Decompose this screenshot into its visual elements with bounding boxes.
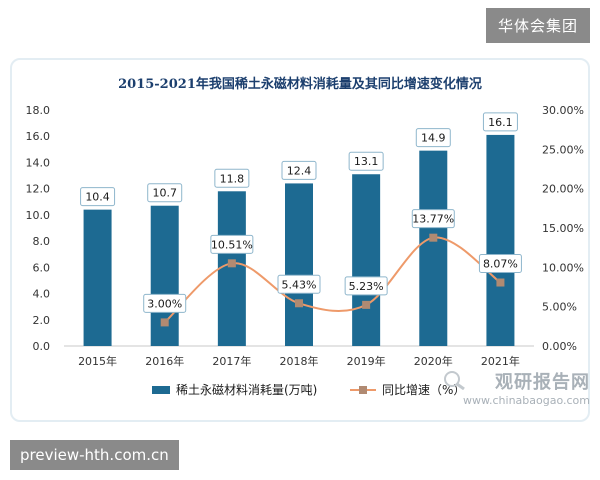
line-label-box [344, 276, 388, 296]
bar [285, 183, 313, 346]
y-right-tick-label: 10.00% [542, 261, 584, 274]
bar-label-box [482, 112, 518, 132]
bar [352, 174, 381, 346]
y-left-tick-label: 16.0 [26, 130, 51, 143]
line-label-box [210, 234, 254, 254]
line-label-box [411, 209, 455, 229]
line-value-label: 8.07% [483, 258, 518, 271]
bar-value-label: 10.7 [152, 187, 177, 200]
bar-value-label: 14.9 [421, 132, 446, 145]
bar [486, 134, 515, 346]
bar-label-box [281, 160, 317, 180]
footer-badge: preview-hth.com.cn [10, 440, 179, 470]
bar-value-label: 16.1 [488, 116, 513, 129]
x-tick-label: 2017年 [212, 354, 251, 368]
x-tick-label: 2016年 [145, 354, 184, 368]
line-label-box [277, 274, 321, 294]
bar-value-label: 12.4 [287, 164, 312, 177]
bar [83, 209, 112, 346]
combo-chart: 2015-2021年我国稀土永磁材料消耗量及其同比增速变化情况 0.0 2.0 4.0… [26, 76, 584, 397]
line-value-label: 3.00% [147, 297, 182, 310]
x-tick-label: 2021年 [481, 354, 520, 368]
bar-label-box [80, 187, 116, 207]
watermark: 观研报告网 www.chinabaogao.com [440, 368, 590, 407]
y-right-tick-label: 20.00% [542, 183, 584, 196]
y-right-tick-label: 5.00% [542, 301, 577, 314]
bar [217, 191, 246, 346]
y-right-tick-label: 25.00% [542, 143, 584, 156]
legend-swatch-bar [152, 386, 170, 394]
line-value-label: 5.43% [282, 278, 317, 291]
y-left-tick-label: 12.0 [26, 183, 51, 196]
legend-marker-sample [359, 386, 367, 394]
x-tick-label: 2015年 [78, 354, 117, 368]
y-left-tick-label: 8.0 [33, 235, 51, 248]
line-value-label: 5.23% [349, 280, 384, 293]
y-left-tick-label: 18.0 [26, 104, 51, 117]
line-marker [362, 300, 371, 309]
legend-label-bar: 稀土永磁材料消耗量(万吨) [176, 382, 317, 397]
bar-label-box [214, 168, 250, 188]
watermark-title: 观研报告网 [495, 372, 590, 393]
header-badge: 华体会集团 [485, 8, 590, 43]
line-marker [496, 278, 505, 287]
line-label-box [143, 293, 187, 313]
legend-label-line: 同比增速（%） [382, 383, 465, 397]
bar-value-label: 10.4 [85, 191, 110, 204]
chart-frame: 2015-2021年我国稀土永磁材料消耗量及其同比增速变化情况 0.0 2.0 4.0… [10, 58, 590, 422]
line-marker [429, 233, 438, 242]
bar-label-box [348, 151, 384, 171]
y-right-tick-label: 0.00% [542, 340, 577, 353]
bar-label-box [415, 128, 451, 148]
x-tick-label: 2018年 [280, 354, 319, 368]
line-marker [160, 318, 169, 327]
growth-line [164, 236, 502, 324]
y-left-tick-label: 10.0 [26, 209, 51, 222]
chart-title: 2015-2021年我国稀土永磁材料消耗量及其同比增速变化情况 [118, 76, 482, 92]
bar-label-box [147, 183, 183, 203]
bar-value-label: 13.1 [354, 155, 379, 168]
magnifier-logo-icon [444, 371, 465, 390]
bar [419, 150, 448, 346]
line-value-label: 10.51% [211, 238, 253, 251]
y-right-tick-label: 15.00% [542, 222, 584, 235]
y-left-tick-label: 6.0 [33, 261, 51, 274]
y-left-tick-label: 0.0 [33, 340, 51, 353]
y-left-tick-label: 4.0 [33, 288, 51, 301]
y-left-tick-label: 14.0 [26, 156, 51, 169]
x-tick-label: 2020年 [414, 354, 453, 368]
x-tick-label: 2019年 [347, 354, 386, 368]
line-label-box [478, 254, 522, 274]
line-marker [227, 259, 236, 268]
y-left-tick-label: 2.0 [33, 314, 51, 327]
bar-value-label: 11.8 [220, 172, 245, 185]
watermark-url: www.chinabaogao.com [463, 394, 590, 407]
line-value-label: 13.77% [412, 213, 454, 226]
y-right-tick-label: 30.00% [542, 104, 584, 117]
line-marker [295, 299, 303, 308]
